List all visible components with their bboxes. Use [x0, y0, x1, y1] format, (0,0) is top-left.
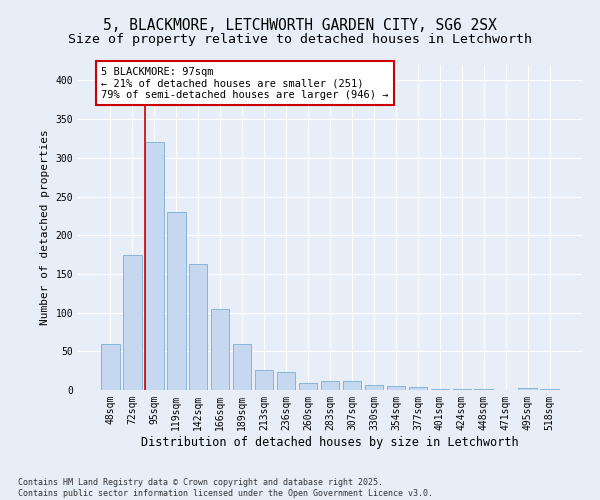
Bar [409, 387, 427, 390]
Bar [277, 372, 295, 390]
Bar [452, 389, 471, 390]
Bar [189, 264, 208, 390]
Bar [541, 389, 559, 390]
Bar [343, 382, 361, 390]
Bar [365, 386, 383, 390]
Bar [145, 142, 164, 390]
Bar [211, 308, 229, 390]
Text: Contains HM Land Registry data © Crown copyright and database right 2025.
Contai: Contains HM Land Registry data © Crown c… [18, 478, 433, 498]
Bar [101, 344, 119, 390]
Bar [123, 254, 142, 390]
Bar [475, 389, 493, 390]
Bar [299, 383, 317, 390]
Bar [431, 389, 449, 390]
Text: Size of property relative to detached houses in Letchworth: Size of property relative to detached ho… [68, 32, 532, 46]
Bar [233, 344, 251, 390]
Bar [386, 386, 405, 390]
Bar [320, 382, 340, 390]
Bar [518, 388, 537, 390]
Bar [255, 370, 274, 390]
Text: 5, BLACKMORE, LETCHWORTH GARDEN CITY, SG6 2SX: 5, BLACKMORE, LETCHWORTH GARDEN CITY, SG… [103, 18, 497, 32]
X-axis label: Distribution of detached houses by size in Letchworth: Distribution of detached houses by size … [141, 436, 519, 448]
Bar [167, 212, 185, 390]
Y-axis label: Number of detached properties: Number of detached properties [40, 130, 50, 326]
Text: 5 BLACKMORE: 97sqm
← 21% of detached houses are smaller (251)
79% of semi-detach: 5 BLACKMORE: 97sqm ← 21% of detached hou… [101, 66, 389, 100]
